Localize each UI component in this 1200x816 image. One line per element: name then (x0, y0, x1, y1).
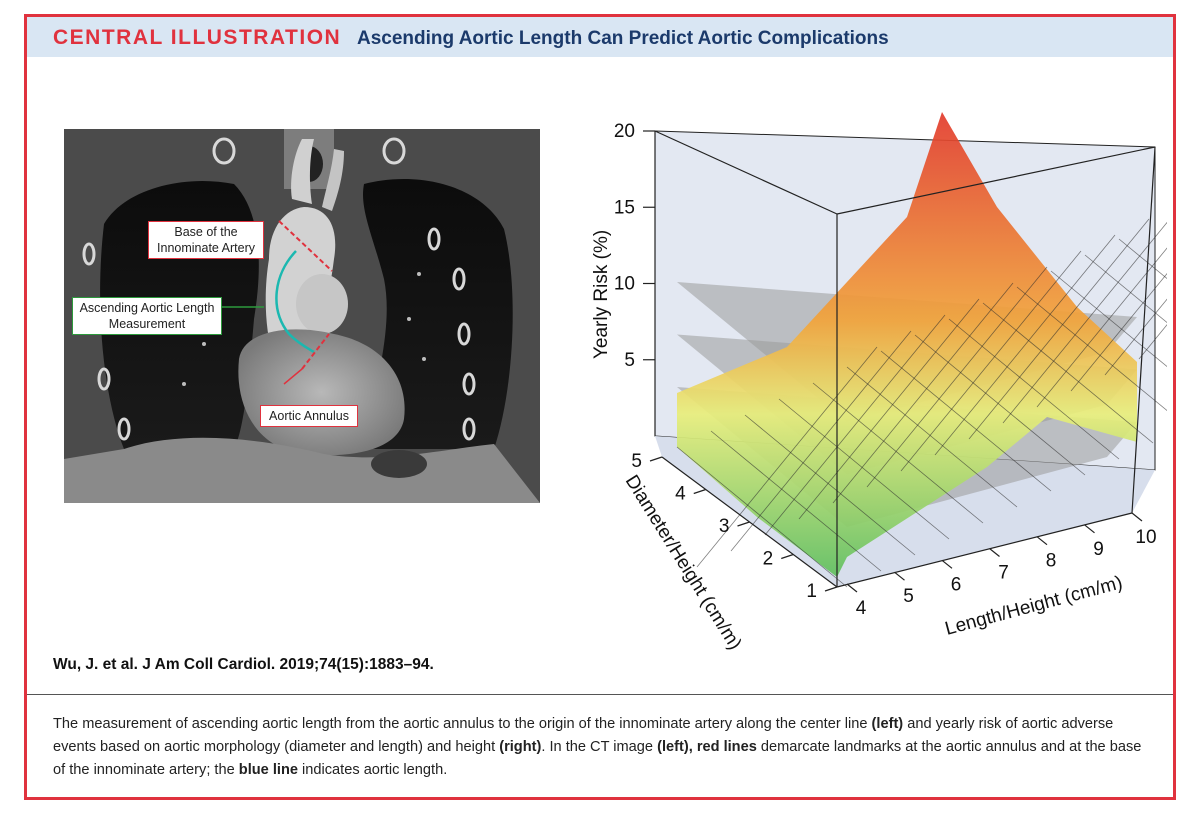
x-axis-label: Length/Height (cm/m) (943, 572, 1125, 640)
caption-part-3: . In the CT image (541, 739, 658, 755)
x-tick-label: 6 (951, 574, 962, 595)
ct-scan-image (64, 129, 540, 503)
y-tick-mark (693, 488, 706, 495)
caption-left-2: (left), red lines (657, 739, 757, 755)
y-tick-label: 2 (763, 549, 774, 570)
caption-part-2: and yearly risk of aortic adverse events… (53, 716, 1114, 755)
x-tick-mark (1131, 512, 1143, 522)
x-tick-mark (1084, 524, 1095, 534)
x-tick-label: 9 (1093, 539, 1104, 560)
mesh-line (900, 250, 1082, 472)
y-tick-label: 1 (806, 581, 817, 602)
caption-right-1: (right) (499, 739, 542, 755)
label-aortic-annulus-text: Aortic Annulus (269, 409, 349, 423)
z-tick-label: 15 (614, 197, 635, 218)
label-innominate-base-line2: Innominate Artery (157, 241, 255, 255)
z-tick-label: 5 (624, 350, 635, 371)
mesh-line (1002, 202, 1184, 424)
mesh-line (798, 298, 980, 520)
header-title: Ascending Aortic Length Can Predict Aort… (357, 28, 889, 49)
label-aortic-length-line1: Ascending Aortic Length (79, 301, 215, 315)
y-tick-label: 4 (675, 484, 686, 505)
label-aortic-length: Ascending Aortic Length Measurement (72, 297, 222, 335)
mesh-line (880, 350, 1052, 492)
divider (27, 694, 1173, 695)
x-tick-label: 8 (1046, 551, 1057, 572)
mesh-line (982, 302, 1154, 444)
mesh-line (866, 266, 1048, 488)
x-tick-label: 10 (1135, 527, 1156, 548)
caption-part-4: demarcate landmarks at the aortic annulu… (53, 739, 1142, 778)
axis-ticks: 5 10 15 20 5 4 3 2 1 4 5 6 7 8 9 10 (614, 121, 1157, 619)
aortic-annulus-line (301, 333, 330, 370)
mesh-line (710, 430, 882, 572)
header-kicker: CENTRAL ILLUSTRATION (53, 26, 342, 49)
mesh-line (744, 414, 916, 556)
caption: The measurement of ascending aortic leng… (53, 713, 1148, 782)
innominate-base-line (278, 220, 333, 272)
x-tick-label: 4 (856, 598, 867, 619)
risk-surface-plot: 5 10 15 20 5 4 3 2 1 4 5 6 7 8 9 10 Yearly Risk (%) Dia… (547, 87, 1200, 667)
mesh-line (846, 366, 1018, 508)
y-tick-mark (781, 553, 794, 560)
y-tick-mark (824, 586, 838, 592)
central-illustration-frame: CENTRAL ILLUSTRATION Ascending Aortic Le… (24, 14, 1200, 800)
mesh-line (812, 382, 984, 524)
mesh-line (968, 218, 1150, 440)
caption-blue-line: blue line (238, 762, 298, 778)
x-tick-mark (846, 583, 858, 593)
risk-surface (677, 112, 1137, 577)
z-axis-label: Yearly Risk (%) (591, 230, 612, 359)
label-aortic-length-line2: Measurement (108, 317, 186, 331)
mesh-line (934, 234, 1116, 456)
ct-image-panel: Base of the Innominate Artery Ascending … (64, 129, 540, 503)
mesh-line (914, 334, 1086, 476)
y-tick-mark (737, 521, 750, 527)
y-tick-mark (649, 456, 663, 462)
mesh-line (832, 282, 1014, 504)
aortic-length-line (275, 250, 315, 354)
z-tick-label: 20 (614, 121, 635, 142)
mesh-line (764, 314, 946, 536)
mesh-line (1016, 286, 1188, 428)
label-aortic-annulus: Aortic Annulus (260, 405, 358, 427)
y-tick-label: 5 (631, 451, 642, 472)
x-tick-mark (941, 559, 953, 569)
label-innominate-base: Base of the Innominate Artery (148, 221, 264, 259)
label-innominate-base-line1: Base of the (174, 225, 238, 239)
x-tick-mark (894, 571, 905, 581)
caption-left-1: (left) (871, 716, 904, 732)
mesh-line (676, 446, 848, 588)
header-bar: CENTRAL ILLUSTRATION Ascending Aortic Le… (27, 17, 1173, 57)
citation: Wu, J. et al. J Am Coll Cardiol. 2019;74… (53, 656, 434, 673)
caption-part-5: indicates aortic length. (297, 762, 448, 778)
mesh-line (696, 346, 878, 568)
x-tick-label: 5 (903, 586, 914, 607)
y-tick-label: 3 (719, 516, 730, 537)
mesh-line (778, 398, 950, 540)
x-tick-label: 7 (998, 563, 1009, 584)
x-tick-mark (989, 548, 1000, 557)
z-tick-label: 10 (614, 274, 635, 295)
x-tick-mark (1036, 536, 1048, 546)
mesh-line (948, 318, 1120, 460)
mesh-line (730, 330, 912, 552)
mesh-line (1070, 232, 1200, 392)
caption-part-1: The measurement of ascending aortic leng… (53, 716, 872, 732)
